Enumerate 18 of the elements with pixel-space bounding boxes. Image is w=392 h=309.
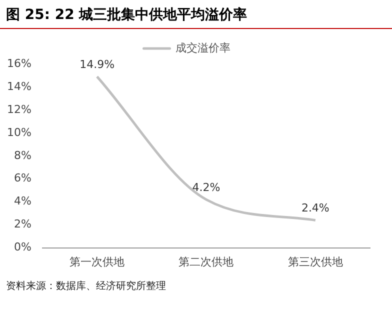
y-tick-label: 0%	[14, 240, 32, 254]
y-tick-label: 2%	[14, 218, 32, 231]
y-tick-label: 14%	[6, 80, 32, 93]
data-label: 2.4%	[301, 202, 330, 215]
x-tick-label: 第三次供地	[288, 255, 343, 268]
y-tick-label: 12%	[6, 102, 32, 116]
y-tick-label: 8%	[14, 148, 32, 162]
y-tick-label: 4%	[14, 194, 32, 208]
text: 资料来源：数据库、经济研究所整理	[5, 280, 167, 294]
y-tick-label: 6%	[14, 172, 32, 185]
x-tick-label: 第一次供地	[70, 255, 125, 268]
data-label: 14.9%	[80, 58, 115, 71]
legend-label: 成交溢价率	[175, 41, 230, 54]
y-tick-label: 10%	[6, 126, 32, 139]
y-tick-label: 16%	[6, 56, 32, 70]
x-tick-label: 第二次供地	[178, 255, 234, 268]
chart-title: 图 25: 22 城三批集中供地平均溢价率	[0, 0, 392, 29]
data-label: 4.2%	[192, 180, 220, 194]
